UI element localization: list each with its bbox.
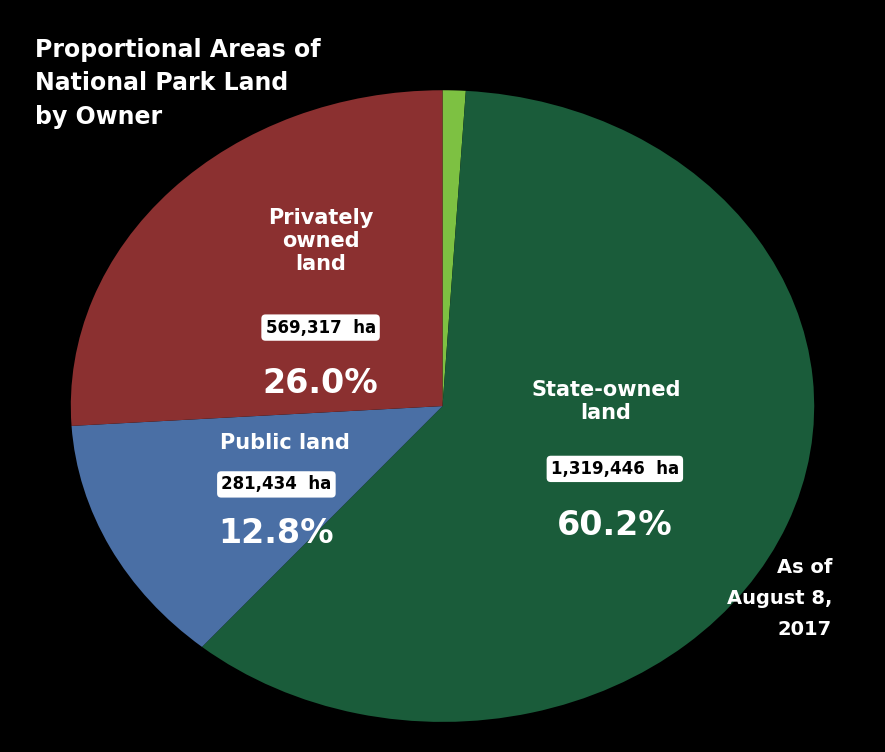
Text: 12.8%: 12.8% <box>219 517 335 550</box>
Text: Proportional Areas of
National Park Land
by Owner: Proportional Areas of National Park Land… <box>35 38 321 129</box>
Text: 60.2%: 60.2% <box>557 509 673 541</box>
Text: 1,319,446  ha: 1,319,446 ha <box>550 460 679 478</box>
Text: 569,317  ha: 569,317 ha <box>266 319 375 337</box>
Text: Public land: Public land <box>220 433 350 453</box>
Text: 26.0%: 26.0% <box>263 368 379 401</box>
Wedge shape <box>71 90 442 426</box>
Wedge shape <box>442 90 466 406</box>
Text: As of
August 8,
2017: As of August 8, 2017 <box>727 558 832 639</box>
Text: State-owned
land: State-owned land <box>531 380 681 423</box>
Text: Privately
owned
land: Privately owned land <box>268 208 373 274</box>
Text: 281,434  ha: 281,434 ha <box>221 475 332 493</box>
Wedge shape <box>72 406 442 647</box>
Wedge shape <box>202 91 814 722</box>
